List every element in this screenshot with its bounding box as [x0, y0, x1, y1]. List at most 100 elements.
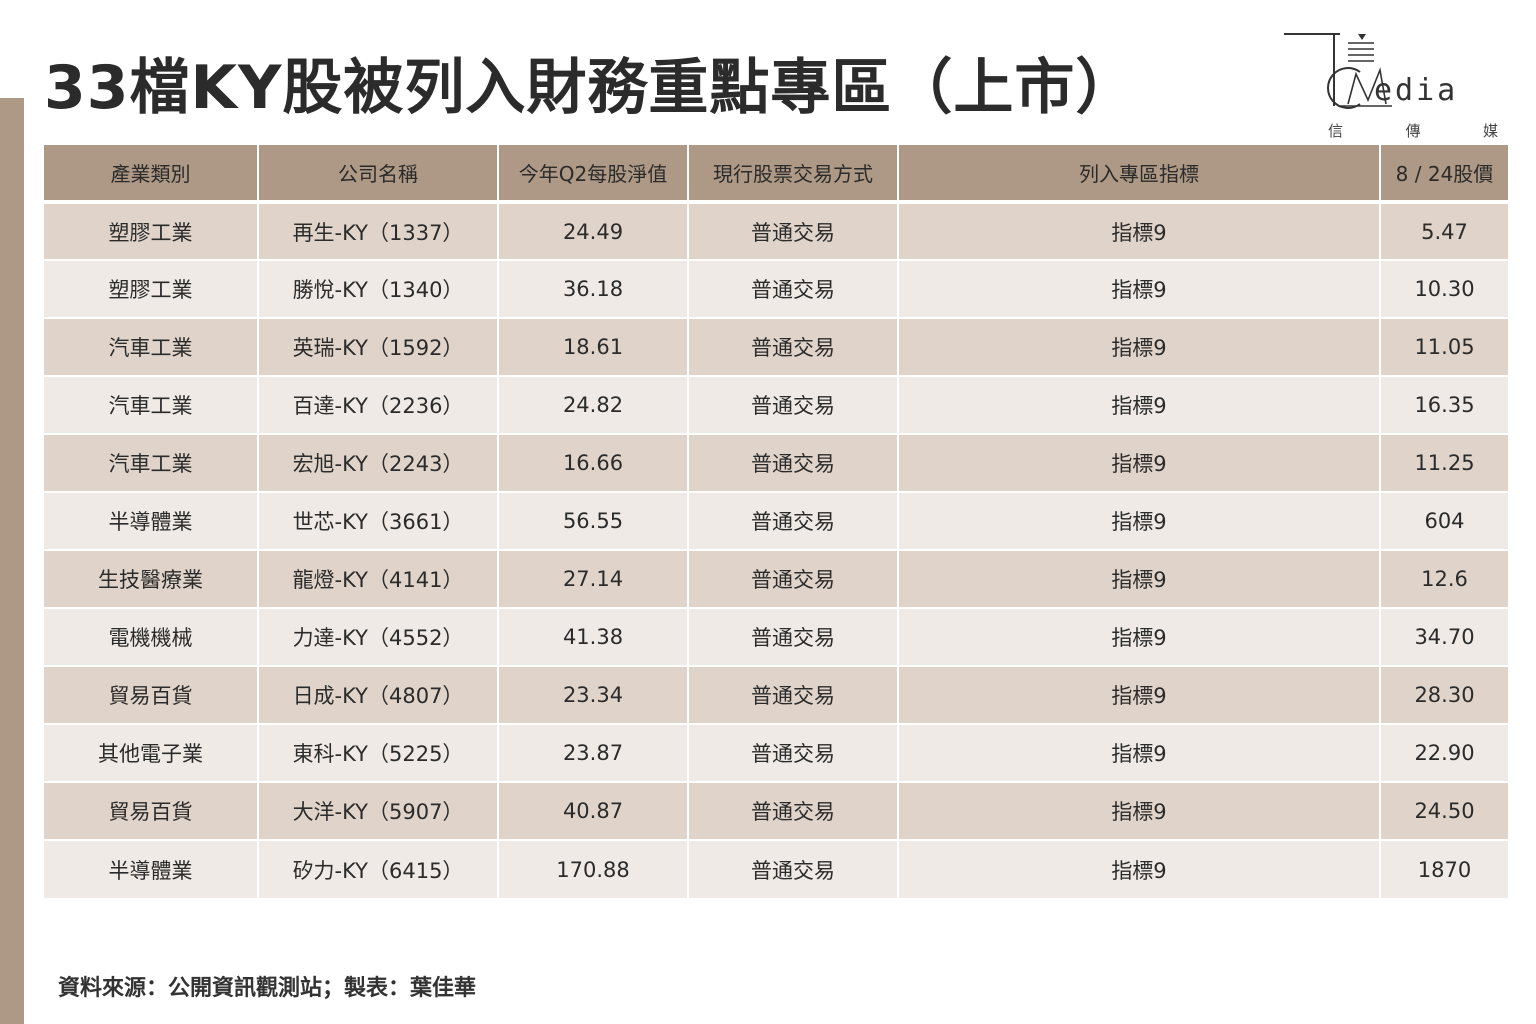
page-title: 33檔KY股被列入財務重點專區（上市） [44, 53, 1137, 123]
cell-company: 英瑞-KY（1592） [258, 318, 499, 376]
header-industry: 產業類別 [44, 145, 259, 202]
cell-trading: 普通交易 [688, 608, 899, 666]
cell-company: 力達-KY（4552） [258, 608, 499, 666]
cell-company: 大洋-KY（5907） [258, 782, 499, 840]
logo-subtitle: 信 傳 媒 [1328, 120, 1498, 141]
cell-company: 宏旭-KY（2243） [258, 434, 499, 492]
cell-trading: 普通交易 [688, 434, 899, 492]
cell-price: 5.47 [1421, 219, 1468, 244]
cell-industry: 汽車工業 [44, 376, 259, 434]
cell-industry: 電機機械 [44, 608, 259, 666]
cell-company: 日成-KY（4807） [258, 666, 499, 724]
ky-stock-table: 產業類別 公司名稱 今年Q2每股淨值 現行股票交易方式 列入專區指標 8 / 2… [44, 145, 1508, 898]
cell-industry: 生技醫療業 [44, 550, 259, 608]
cell-industry: 半導體業 [44, 840, 259, 898]
cell-price: 1870 [1417, 857, 1472, 882]
table-row: 電機機械 力達-KY（4552） 41.38 普通交易 指標9 34.70 [44, 608, 1508, 666]
cell-trading: 普通交易 [688, 260, 899, 318]
cell-price: 604 [1424, 509, 1465, 533]
cell-company: 龍燈-KY（4141） [258, 550, 499, 608]
cell-company: 再生-KY（1337） [258, 202, 499, 260]
cell-nav: 170.88 [498, 840, 689, 898]
cell-indicator: 指標9 [898, 724, 1381, 782]
cell-price: 28.30 [1414, 683, 1475, 707]
cell-industry: 半導體業 [44, 492, 259, 550]
table-row: 半導體業 矽力-KY（6415） 170.88 普通交易 指標9 1870 [44, 840, 1508, 898]
cell-indicator: 指標9 [898, 840, 1381, 898]
cell-trading: 普通交易 [688, 492, 899, 550]
cell-price: 12.6 [1421, 567, 1468, 591]
cell-industry: 貿易百貨 [44, 782, 259, 840]
cell-trading: 普通交易 [688, 376, 899, 434]
cell-price: 11.05 [1414, 335, 1475, 359]
cell-indicator: 指標9 [898, 492, 1381, 550]
header-company: 公司名稱 [258, 145, 499, 202]
cell-price: 10.30 [1414, 277, 1475, 301]
cell-indicator: 指標9 [898, 782, 1381, 840]
cell-indicator: 指標9 [898, 666, 1381, 724]
logo-sub-char: 信 [1328, 122, 1344, 140]
cell-trading: 普通交易 [688, 724, 899, 782]
table-row: 汽車工業 英瑞-KY（1592） 18.61 普通交易 指標9 11.05 [44, 318, 1508, 376]
cell-industry: 其他電子業 [44, 724, 259, 782]
cell-nav: 56.55 [498, 492, 689, 550]
cell-nav: 36.18 [498, 260, 689, 318]
cell-nav: 23.87 [498, 724, 689, 782]
cell-company: 矽力-KY（6415） [258, 840, 499, 898]
cell-nav: 24.82 [498, 376, 689, 434]
table-row: 貿易百貨 日成-KY（4807） 23.34 普通交易 指標9 28.30 [44, 666, 1508, 724]
cell-indicator: 指標9 [898, 318, 1381, 376]
cell-nav: 18.61 [498, 318, 689, 376]
logo-sub-char: 媒 [1482, 122, 1498, 140]
table-row: 生技醫療業 龍燈-KY（4141） 27.14 普通交易 指標9 12.6 [44, 550, 1508, 608]
cell-indicator: 指標9 [898, 260, 1381, 318]
cell-nav: 24.49 [498, 202, 689, 260]
left-accent-bar [0, 98, 24, 1024]
cell-trading: 普通交易 [688, 550, 899, 608]
cell-nav: 40.87 [498, 782, 689, 840]
cell-industry: 塑膠工業 [44, 202, 259, 260]
cell-price: 11.25 [1414, 451, 1475, 475]
header-indicator: 列入專區指標 [898, 145, 1381, 202]
cell-nav: 41.38 [498, 608, 689, 666]
cell-company: 東科-KY（5225） [258, 724, 499, 782]
cell-trading: 普通交易 [688, 666, 899, 724]
cell-industry: 汽車工業 [44, 318, 259, 376]
source-note: 資料來源：公開資訊觀測站；製表：葉佳華 [58, 976, 477, 1001]
header-trading-method: 現行股票交易方式 [688, 145, 899, 202]
cell-trading: 普通交易 [688, 202, 899, 260]
cell-trading: 普通交易 [688, 782, 899, 840]
cell-price: 22.90 [1414, 741, 1475, 765]
cell-nav: 23.34 [498, 666, 689, 724]
cell-price: 24.50 [1414, 799, 1475, 823]
cell-price: 34.70 [1414, 625, 1475, 649]
cell-nav: 16.66 [498, 434, 689, 492]
cell-trading: 普通交易 [688, 318, 899, 376]
cell-industry: 塑膠工業 [44, 260, 259, 318]
header-nav-per-share: 今年Q2每股淨值 [498, 145, 689, 202]
table-row: 塑膠工業 再生-KY（1337） 24.49 普通交易 指標9 5.47 [44, 202, 1508, 260]
cell-industry: 汽車工業 [44, 434, 259, 492]
cell-industry: 貿易百貨 [44, 666, 259, 724]
cell-company: 世芯-KY（3661） [258, 492, 499, 550]
cell-indicator: 指標9 [898, 376, 1381, 434]
cell-indicator: 指標9 [898, 608, 1381, 666]
table-row: 汽車工業 宏旭-KY（2243） 16.66 普通交易 指標9 11.25 [44, 434, 1508, 492]
cell-indicator: 指標9 [898, 550, 1381, 608]
cell-indicator: 指標9 [898, 434, 1381, 492]
logo-sub-char: 傳 [1405, 122, 1421, 140]
cell-indicator: 指標9 [898, 202, 1381, 260]
cell-trading: 普通交易 [688, 840, 899, 898]
header-price: 8 / 24股價 [1395, 162, 1494, 186]
logo-wordmark: edia [1374, 73, 1459, 108]
tcmedia-logo: edia 信 傳 媒 [1282, 30, 1512, 145]
table-row: 塑膠工業 勝悅-KY（1340） 36.18 普通交易 指標9 10.30 [44, 260, 1508, 318]
table-row: 貿易百貨 大洋-KY（5907） 40.87 普通交易 指標9 24.50 [44, 782, 1508, 840]
cell-price: 16.35 [1414, 393, 1475, 417]
table-row: 半導體業 世芯-KY（3661） 56.55 普通交易 指標9 604 [44, 492, 1508, 550]
table-header-row: 產業類別 公司名稱 今年Q2每股淨值 現行股票交易方式 列入專區指標 8 / 2… [44, 145, 1508, 202]
table-row: 其他電子業 東科-KY（5225） 23.87 普通交易 指標9 22.90 [44, 724, 1508, 782]
cell-company: 勝悅-KY（1340） [258, 260, 499, 318]
table-row: 汽車工業 百達-KY（2236） 24.82 普通交易 指標9 16.35 [44, 376, 1508, 434]
cell-company: 百達-KY（2236） [258, 376, 499, 434]
